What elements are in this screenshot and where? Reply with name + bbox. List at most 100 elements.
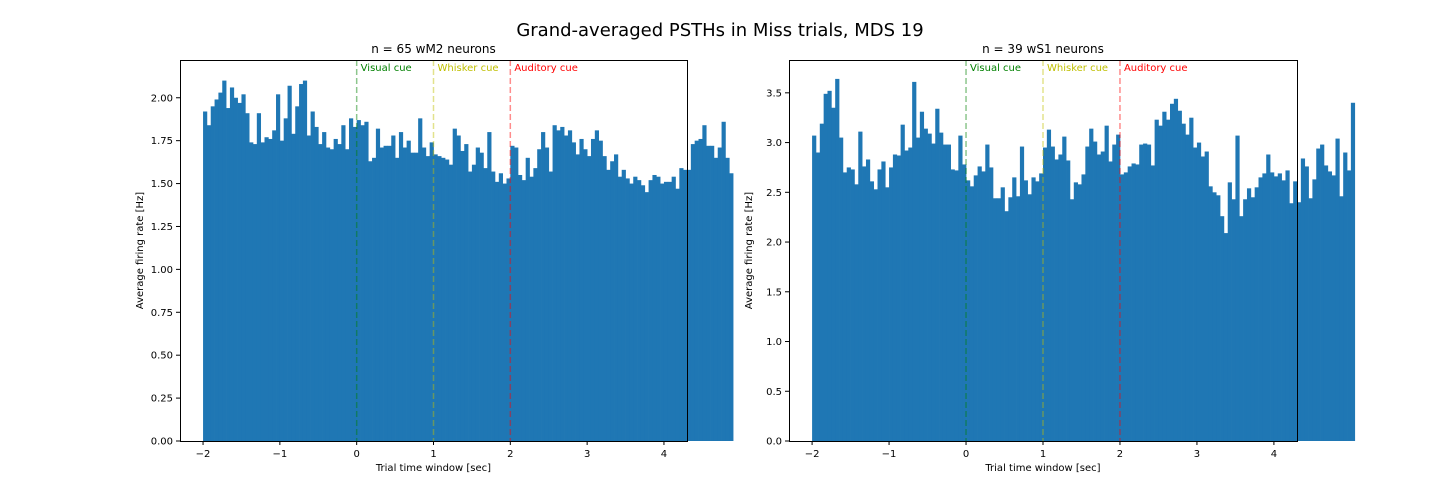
panel-title: n = 39 wS1 neurons (982, 42, 1104, 56)
histogram-bar (1223, 233, 1229, 441)
histogram-bar (889, 167, 894, 441)
figure-title: Grand-averaged PSTHs in Miss trials, MDS… (516, 20, 924, 41)
histogram-bar (564, 135, 569, 441)
y-tick-label: 0.75 (151, 308, 173, 319)
histogram-bar (299, 84, 304, 441)
histogram-bar (245, 113, 250, 441)
histogram-bar (264, 137, 269, 442)
histogram-bar (1058, 154, 1063, 441)
histogram-bar (1331, 175, 1336, 441)
histogram-bar (379, 147, 384, 441)
histogram-bar (314, 126, 319, 442)
x-tick-label: 1 (430, 449, 436, 460)
histogram-bar (1093, 141, 1098, 441)
histogram-bar (1000, 187, 1005, 441)
histogram-bar (687, 169, 692, 441)
histogram-bar (322, 132, 327, 441)
histogram-bar (1139, 144, 1144, 441)
histogram-bar (364, 121, 369, 441)
y-axis-label: Average firing rate [Hz] (744, 192, 755, 309)
histogram-bar (218, 92, 223, 442)
cue-label: Visual cue (970, 63, 1021, 74)
histogram-bar (927, 133, 932, 442)
x-tick-label: 4 (661, 449, 667, 460)
histogram-bar (931, 143, 936, 441)
cue-label: Whisker cue (438, 63, 499, 74)
histogram-bar (1073, 182, 1078, 442)
histogram-bar (865, 159, 871, 442)
y-tick-label: 3.5 (766, 88, 782, 99)
histogram-bar (268, 138, 273, 441)
histogram-bar (637, 180, 642, 441)
histogram-bar (1177, 110, 1182, 441)
histogram-bar (1123, 172, 1129, 441)
histogram-bar (992, 198, 998, 441)
histogram-bar (869, 181, 875, 442)
histogram-bar (333, 138, 338, 441)
histogram-bar (1193, 147, 1198, 442)
histogram-bar (318, 144, 323, 441)
histogram-bar (571, 142, 576, 441)
histogram-bar (1185, 134, 1190, 442)
histogram-bar (341, 125, 346, 441)
y-tick-label: 2.5 (766, 188, 782, 199)
histogram-bar (892, 154, 898, 441)
histogram-bar (1173, 98, 1179, 442)
histogram-bar (352, 126, 358, 442)
histogram-bar (429, 142, 434, 441)
histogram-bar (1019, 146, 1025, 442)
histogram-bar (452, 128, 457, 441)
x-axis-label: Trial time window [sec] (984, 463, 1100, 474)
histogram-bar (556, 130, 561, 442)
histogram-bar (652, 174, 657, 442)
histogram-bar (1039, 173, 1044, 441)
histogram-bar (1227, 182, 1232, 442)
histogram-bar (1350, 102, 1356, 441)
histogram-bar (337, 144, 342, 441)
histogram-bar (302, 80, 308, 441)
x-tick-label: −1 (882, 449, 897, 460)
histogram-bar (1143, 143, 1148, 441)
histogram-bar (1281, 180, 1286, 441)
histogram-bar (706, 145, 711, 441)
x-tick-label: 2 (1117, 449, 1123, 460)
histogram-bar (252, 144, 258, 441)
histogram-bar (690, 144, 696, 441)
histogram-bar (846, 167, 851, 441)
histogram-bar (283, 118, 288, 441)
histogram-bar (468, 171, 473, 442)
histogram-bar (233, 97, 238, 441)
histogram-bar (1027, 194, 1032, 441)
x-tick-label: −2 (196, 449, 211, 460)
histogram-bar (1339, 196, 1344, 441)
histogram-bar (942, 144, 948, 441)
histogram-bar (648, 180, 653, 441)
histogram-bar (656, 176, 661, 441)
histogram-bar (621, 169, 626, 441)
histogram-bar (1258, 177, 1263, 441)
y-tick-label: 0.0 (766, 437, 782, 448)
histogram-bar (1243, 199, 1248, 441)
histogram-bar (640, 185, 646, 441)
histogram-bar (660, 183, 665, 441)
histogram-bar (1246, 188, 1252, 441)
histogram-bar (1112, 144, 1117, 441)
histogram-bar (229, 87, 235, 442)
histogram-bar (375, 128, 381, 441)
histogram-bar (1285, 170, 1290, 442)
cue-label: Auditory cue (1124, 63, 1188, 74)
histogram-bar (498, 173, 503, 441)
histogram-bar (479, 152, 484, 441)
histogram-bar (391, 135, 396, 441)
histogram-bar (329, 149, 334, 442)
histogram-bar (1231, 199, 1236, 441)
histogram-bar (923, 128, 928, 441)
histogram-bar (1297, 202, 1302, 441)
histogram-bar (471, 164, 477, 441)
histogram-bar (291, 133, 296, 442)
histogram-bar (625, 178, 630, 442)
y-tick-label: 2.00 (151, 93, 173, 104)
histogram-bar (1077, 184, 1082, 441)
histogram-bar (885, 187, 890, 441)
